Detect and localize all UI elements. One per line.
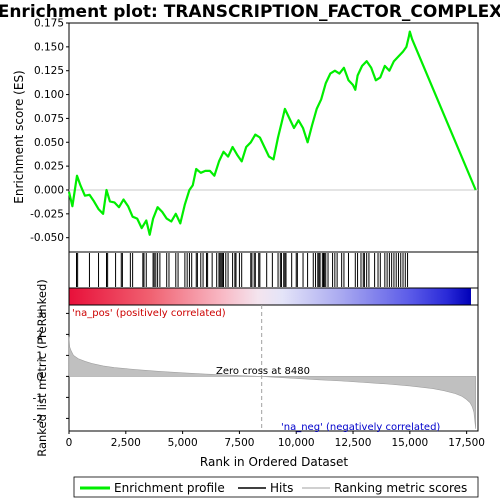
- metric-y-ticks: 3 2 1 0 -1 -2: [33, 308, 69, 425]
- metric-y-tick-label: -1: [33, 392, 43, 404]
- es-y-tick-label: 0.000: [34, 184, 64, 196]
- hits-marks: [75, 253, 409, 287]
- x-tick-label: 2,500: [111, 437, 141, 449]
- metric-y-tick-label: 1: [36, 350, 43, 362]
- es-y-tick-label: 0.150: [34, 41, 64, 53]
- metric-y-tick-label: 2: [36, 329, 43, 341]
- es-y-tick-label: 0.125: [34, 65, 64, 77]
- es-y-tick-label: 0.175: [34, 18, 64, 30]
- chart-title: Enrichment plot: TRANSCRIPTION_FACTOR_CO…: [0, 2, 500, 22]
- x-tick-label: 15,000: [391, 437, 428, 449]
- es-y-tick-label: -0.050: [30, 232, 64, 244]
- x-tick-label: 12,500: [335, 437, 372, 449]
- x-tick-label: 7,500: [224, 437, 254, 449]
- x-axis-ticks: 0 2,500 5,000 7,500 10,000 12,500 15,000 17,500: [66, 431, 485, 449]
- es-panel-frame: [68, 22, 479, 253]
- es-y-tick-label: 0.100: [34, 89, 64, 101]
- ranking-metric-area: [68, 336, 476, 429]
- metric-y-tick-label: 0: [36, 371, 43, 383]
- es-y-tick-label: 0.050: [34, 137, 64, 149]
- es-y-tick-label: -0.025: [30, 208, 64, 220]
- hits-panel-frame: [68, 251, 479, 289]
- zero-cross-label: Zero cross at 8480: [216, 366, 310, 377]
- es-y-tick-label: 0.025: [34, 161, 64, 173]
- rank-color-bar: [69, 288, 471, 305]
- pos-correlated-label: 'na_pos' (positively correlated): [72, 308, 226, 319]
- metric-panel-frame: [68, 304, 479, 432]
- neg-correlated-label: 'na_neg' (negatively correlated): [281, 422, 440, 433]
- enrichment-profile-line: [67, 30, 477, 236]
- x-tick-label: 0: [66, 437, 73, 449]
- legend-box: [73, 476, 479, 498]
- legend-ranking-metric-scores: Ranking metric scores: [334, 481, 467, 495]
- x-tick-label: 5,000: [168, 437, 198, 449]
- x-axis-label: Rank in Ordered Dataset: [200, 455, 348, 469]
- legend-hits: Hits: [270, 481, 293, 495]
- metric-y-tick-label: 3: [36, 308, 43, 320]
- x-tick-label: 10,000: [278, 437, 315, 449]
- es-y-tick-label: 0.075: [34, 113, 64, 125]
- metric-y-tick-label: -2: [33, 413, 43, 425]
- es-y-axis-label: Enrichment score (ES): [12, 70, 26, 203]
- metric-y-axis-label: Ranked list metric (PreRanked): [35, 279, 49, 457]
- es-y-ticks: 0.175 0.150 0.125 0.100 0.075 0.050 0.025 0.000…: [30, 18, 69, 244]
- legend-enrichment-profile: Enrichment profile: [114, 481, 225, 495]
- x-tick-label: 17,500: [448, 437, 485, 449]
